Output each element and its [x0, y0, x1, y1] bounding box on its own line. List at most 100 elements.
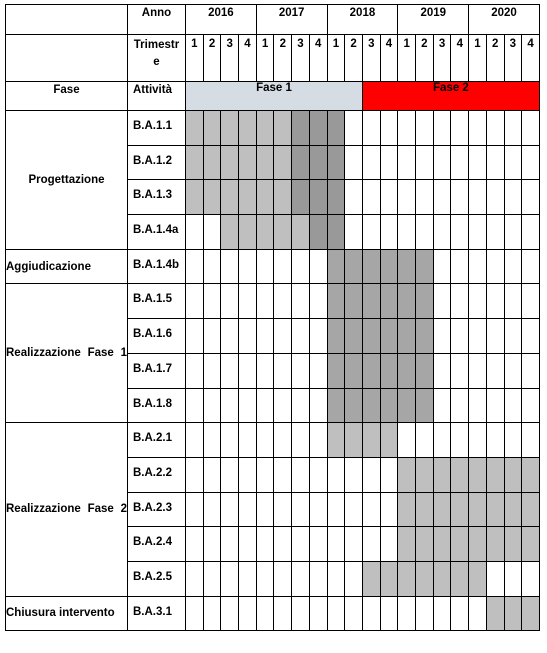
gantt-cell-empty — [344, 595, 363, 632]
gantt-cell-empty — [379, 179, 399, 216]
gantt-cell-empty — [415, 214, 434, 250]
gantt-cell-empty — [432, 110, 452, 146]
fase-column-header: Fase — [5, 81, 128, 111]
gantt-cell-filled — [379, 352, 399, 389]
gantt-cell-empty — [415, 110, 434, 146]
gantt-cell-empty — [202, 283, 222, 320]
fase-label: Aggiudicazione — [6, 260, 91, 273]
gantt-cell-filled — [397, 491, 417, 528]
gantt-cell-empty — [308, 352, 328, 389]
gantt-cell-filled — [415, 526, 434, 562]
gantt-cell-empty — [273, 283, 293, 320]
year-header: 2019 — [397, 4, 470, 35]
gantt-cell-filled — [291, 144, 310, 181]
gantt-cell-empty — [255, 248, 275, 285]
gantt-cell-empty — [468, 110, 487, 146]
gantt-cell-empty — [308, 560, 328, 597]
gantt-cell-filled — [432, 491, 452, 528]
activity-row: B.A.2.3 — [6, 491, 540, 528]
activity-row: Aggiudicazione B.A.1.4b — [5, 248, 540, 285]
gantt-cell-filled — [326, 387, 346, 424]
gantt-cell-filled — [326, 144, 346, 181]
gantt-cell-filled — [379, 248, 399, 285]
gantt-cell-filled — [326, 283, 346, 320]
fase-cell: Aggiudicazione — [5, 248, 128, 285]
gantt-cell-filled — [397, 318, 417, 354]
gantt-cell-filled — [415, 456, 434, 493]
gantt-cell-empty — [308, 248, 328, 285]
gantt-cell-empty — [255, 352, 275, 389]
gantt-cell-filled — [308, 214, 328, 250]
gantt-cell-empty — [361, 110, 381, 146]
gantt-cell-empty — [415, 179, 434, 216]
gantt-cell-empty — [415, 422, 434, 458]
gantt-cell-filled — [485, 491, 505, 528]
gantt-cell-empty — [432, 318, 452, 354]
quarter-number: 3 — [361, 34, 381, 82]
gantt-cell-empty — [521, 110, 540, 146]
gantt-cell-filled — [238, 214, 257, 250]
gantt-cell-empty — [521, 144, 540, 181]
gantt-cell-filled — [344, 387, 363, 424]
quarter-number: 2 — [202, 34, 222, 82]
gantt-cell-filled — [326, 110, 346, 146]
gantt-cell-empty — [503, 144, 523, 181]
activity-code: B.A.1.4a — [127, 214, 186, 250]
gantt-cell-filled — [308, 144, 328, 181]
attivita-column-header: Attività — [127, 81, 186, 111]
gantt-cell-empty — [202, 248, 222, 285]
gantt-cell-empty — [397, 214, 417, 250]
gantt-cell-empty — [521, 248, 540, 285]
gantt-cell-empty — [397, 144, 417, 181]
gantt-cell-empty — [291, 560, 310, 597]
gantt-cell-filled — [344, 318, 363, 354]
gantt-cell-empty — [468, 318, 487, 354]
gantt-cell-filled — [308, 110, 328, 146]
gantt-cell-empty — [185, 318, 204, 354]
gantt-cell-empty — [202, 456, 222, 493]
gantt-cell-filled — [238, 144, 257, 181]
gantt-cell-empty — [202, 491, 222, 528]
gantt-cell-filled — [415, 318, 434, 354]
gantt-cell-empty — [379, 110, 399, 146]
activity-row: Chiusura intervento B.A.3.1 — [5, 595, 540, 632]
gantt-cell-empty — [291, 248, 310, 285]
quarter-number: 1 — [397, 34, 417, 82]
gantt-cell-empty — [326, 526, 346, 562]
gantt-cell-empty — [273, 352, 293, 389]
quarter-number: 1 — [185, 34, 204, 82]
gantt-cell-empty — [220, 318, 240, 354]
gantt-cell-empty — [220, 491, 240, 528]
gantt-cell-filled — [397, 526, 417, 562]
gantt-cell-filled — [185, 110, 204, 146]
gantt-cell-empty — [220, 283, 240, 320]
gantt-cell-empty — [521, 352, 540, 389]
quarter-number: 2 — [485, 34, 505, 82]
gantt-cell-empty — [468, 352, 487, 389]
fase-cell: Progettazione — [5, 110, 128, 250]
gantt-cell-empty — [238, 248, 257, 285]
gantt-cell-empty — [291, 526, 310, 562]
gantt-cell-empty — [379, 491, 399, 528]
gantt-cell-empty — [521, 387, 540, 424]
gantt-cell-empty — [202, 422, 222, 458]
gantt-cell-filled — [202, 179, 222, 216]
gantt-cell-filled — [361, 318, 381, 354]
gantt-cell-empty — [238, 352, 257, 389]
gantt-cell-empty — [485, 179, 505, 216]
gantt-cell-empty — [379, 214, 399, 250]
gantt-cell-empty — [185, 491, 204, 528]
gantt-cell-empty — [432, 248, 452, 285]
quarter-number: 4 — [521, 34, 540, 82]
gantt-cell-empty — [185, 422, 204, 458]
fase-label: Realizzazione Fase 2 — [6, 503, 127, 516]
gantt-cell-empty — [361, 456, 381, 493]
gantt-cell-filled — [450, 560, 470, 597]
quarter-number: 1 — [255, 34, 275, 82]
gantt-cell-empty — [220, 422, 240, 458]
gantt-cell-empty — [432, 387, 452, 424]
gantt-cell-filled — [468, 526, 487, 562]
quarter-number: 2 — [344, 34, 363, 82]
gantt-cell-filled — [379, 422, 399, 458]
gantt-cell-empty — [238, 595, 257, 632]
